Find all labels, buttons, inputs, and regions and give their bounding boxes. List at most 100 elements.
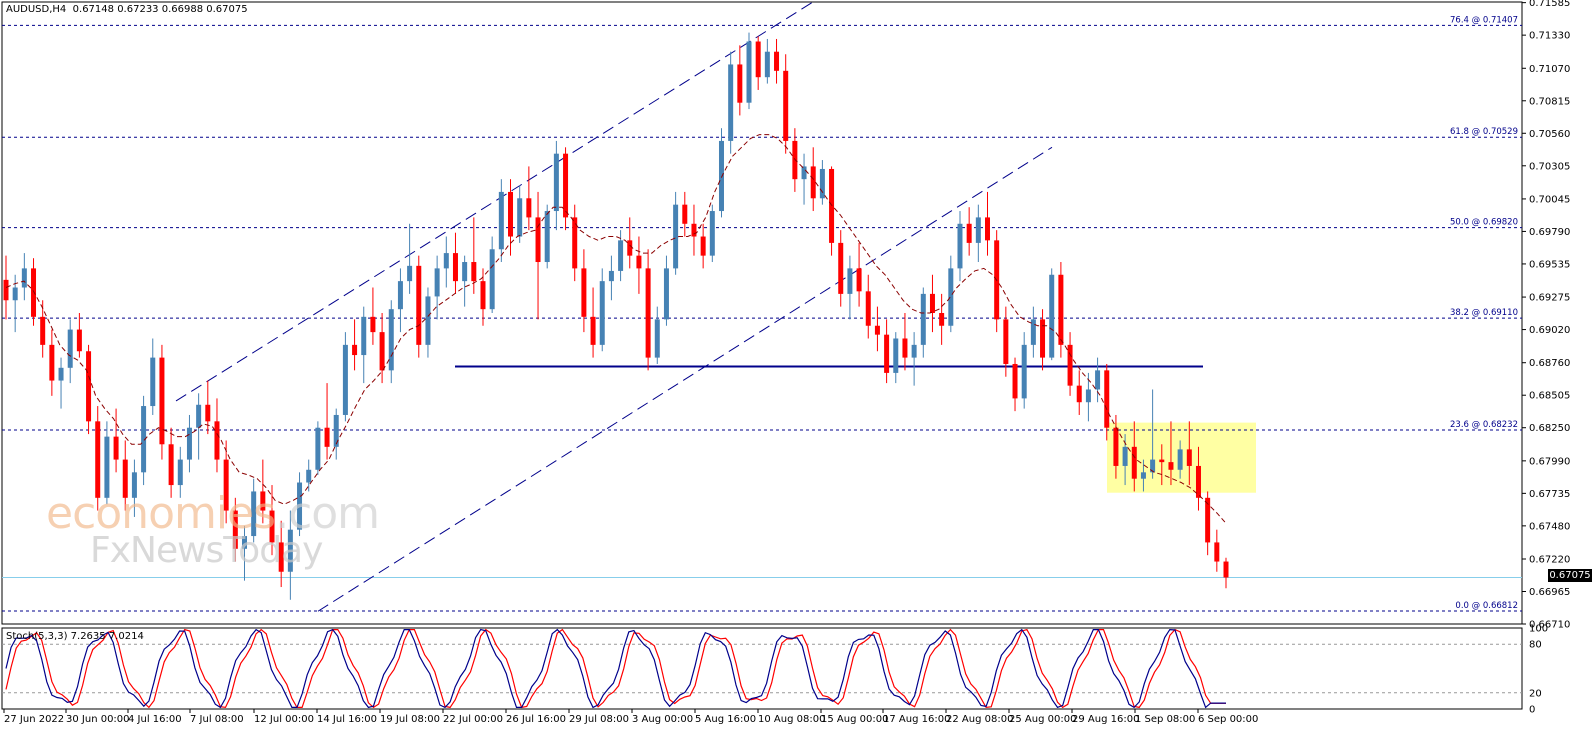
candle-body: [315, 427, 321, 470]
candle-body: [49, 344, 55, 381]
candle-body: [1214, 542, 1220, 562]
candle-body: [618, 240, 624, 271]
candle-body: [407, 265, 413, 282]
candle-body: [1021, 344, 1027, 399]
candle-body: [352, 344, 358, 356]
candle-body: [939, 313, 945, 326]
candle-body: [1030, 319, 1036, 345]
candle-body: [590, 316, 596, 345]
candle-body: [948, 268, 954, 326]
candle-body: [526, 198, 532, 218]
candle-body: [847, 268, 853, 294]
candle-body: [1223, 561, 1229, 578]
candle-body: [1140, 472, 1146, 479]
candle-body: [489, 249, 495, 310]
price-tick-label: 0.67220: [1529, 554, 1570, 565]
candle-body: [544, 211, 550, 263]
candle-body: [1168, 462, 1174, 470]
candle-body: [1177, 449, 1183, 470]
price-tick-label: 0.66710: [1529, 620, 1570, 631]
candle-body: [572, 217, 578, 269]
candle-body: [865, 291, 871, 326]
stoch-tick-label: 0: [1529, 705, 1535, 716]
candle-body: [535, 217, 541, 263]
candle-body: [12, 287, 18, 301]
candle-body: [838, 242, 844, 294]
time-tick-label: 14 Jul 16:00: [317, 714, 377, 725]
candle-body: [966, 223, 972, 243]
candle-body: [1113, 427, 1119, 466]
candle-body: [1159, 459, 1165, 463]
candle-body: [113, 436, 119, 460]
candle-body: [31, 268, 37, 317]
time-tick-label: 29 Aug 16:00: [1072, 714, 1139, 725]
time-tick-label: 29 Jul 08:00: [569, 714, 629, 725]
candle-body: [1186, 449, 1192, 466]
fib-level-label: 38.2 @ 0.69110: [1450, 308, 1518, 318]
time-tick-label: 10 Aug 08:00: [758, 714, 825, 725]
time-tick-label: 27 Jun 2022: [4, 714, 64, 725]
price-tick-label: 0.70815: [1529, 96, 1570, 107]
candle-body: [241, 536, 247, 549]
candle-body: [452, 253, 458, 282]
ohlc-values: 0.67148 0.67233 0.66988 0.67075: [72, 4, 248, 15]
candle-body: [1003, 319, 1009, 364]
candle-body: [508, 191, 514, 237]
candle-body: [1012, 363, 1018, 399]
candle-body: [755, 41, 761, 78]
candle-body: [673, 204, 679, 269]
candle-body: [1085, 389, 1091, 403]
candle-body: [1040, 319, 1046, 358]
moving-average-line: [5, 134, 1227, 524]
candle-body: [168, 444, 174, 486]
candle-body: [471, 262, 477, 282]
candle-body: [1049, 274, 1055, 358]
time-tick-label: 7 Jul 08:00: [190, 714, 244, 725]
candle-body: [186, 427, 192, 460]
candle-body: [902, 338, 908, 358]
candle-body: [737, 64, 743, 103]
time-tick-label: 15 Aug 00:00: [821, 714, 888, 725]
stochastic-label: Stoch(5,3,3) 7.2635 7.0214: [6, 631, 144, 642]
candle-body: [443, 253, 449, 269]
stoch-signal-line: [5, 628, 1226, 709]
fib-level-label: 76.4 @ 0.71407: [1450, 15, 1518, 25]
candle-body: [67, 329, 73, 368]
candle-body: [141, 406, 147, 473]
fib-level-label: 61.8 @ 0.70529: [1450, 127, 1518, 137]
candle-body: [553, 153, 559, 212]
candle-body: [223, 459, 229, 511]
candle-body: [985, 217, 991, 241]
candle-body: [608, 270, 614, 282]
candle-body: [379, 332, 385, 371]
candle-body: [1122, 446, 1128, 466]
candle-body: [287, 529, 293, 572]
candle-body: [975, 217, 981, 243]
candle-body: [801, 166, 807, 180]
candle-body: [104, 436, 110, 498]
candle-body: [1205, 497, 1211, 543]
candle-body: [370, 316, 376, 333]
fib-level-label: 0.0 @ 0.66812: [1455, 601, 1518, 611]
candle-body: [232, 510, 238, 549]
candle-body: [746, 41, 752, 103]
time-tick-label: 6 Sep 00:00: [1198, 714, 1258, 725]
main-plot-frame: [1, 1, 1523, 625]
candle-body: [425, 296, 431, 345]
time-tick-label: 4 Jul 16:00: [128, 714, 182, 725]
price-tick-label: 0.69790: [1529, 227, 1570, 238]
time-tick-label: 22 Aug 08:00: [946, 714, 1013, 725]
candle-body: [819, 168, 825, 199]
candle-body: [1150, 459, 1156, 473]
time-tick-label: 17 Aug 16:00: [883, 714, 950, 725]
candle-body: [829, 168, 835, 243]
candle-body: [663, 268, 669, 320]
price-tick-label: 0.70560: [1529, 129, 1570, 140]
time-tick-label: 30 Jun 00:00: [66, 714, 130, 725]
time-tick-label: 25 Aug 00:00: [1009, 714, 1076, 725]
candle-body: [810, 166, 816, 199]
candle-body: [1095, 370, 1101, 390]
candle-body: [278, 542, 284, 572]
fib-level-label: 50.0 @ 0.69820: [1450, 218, 1518, 228]
